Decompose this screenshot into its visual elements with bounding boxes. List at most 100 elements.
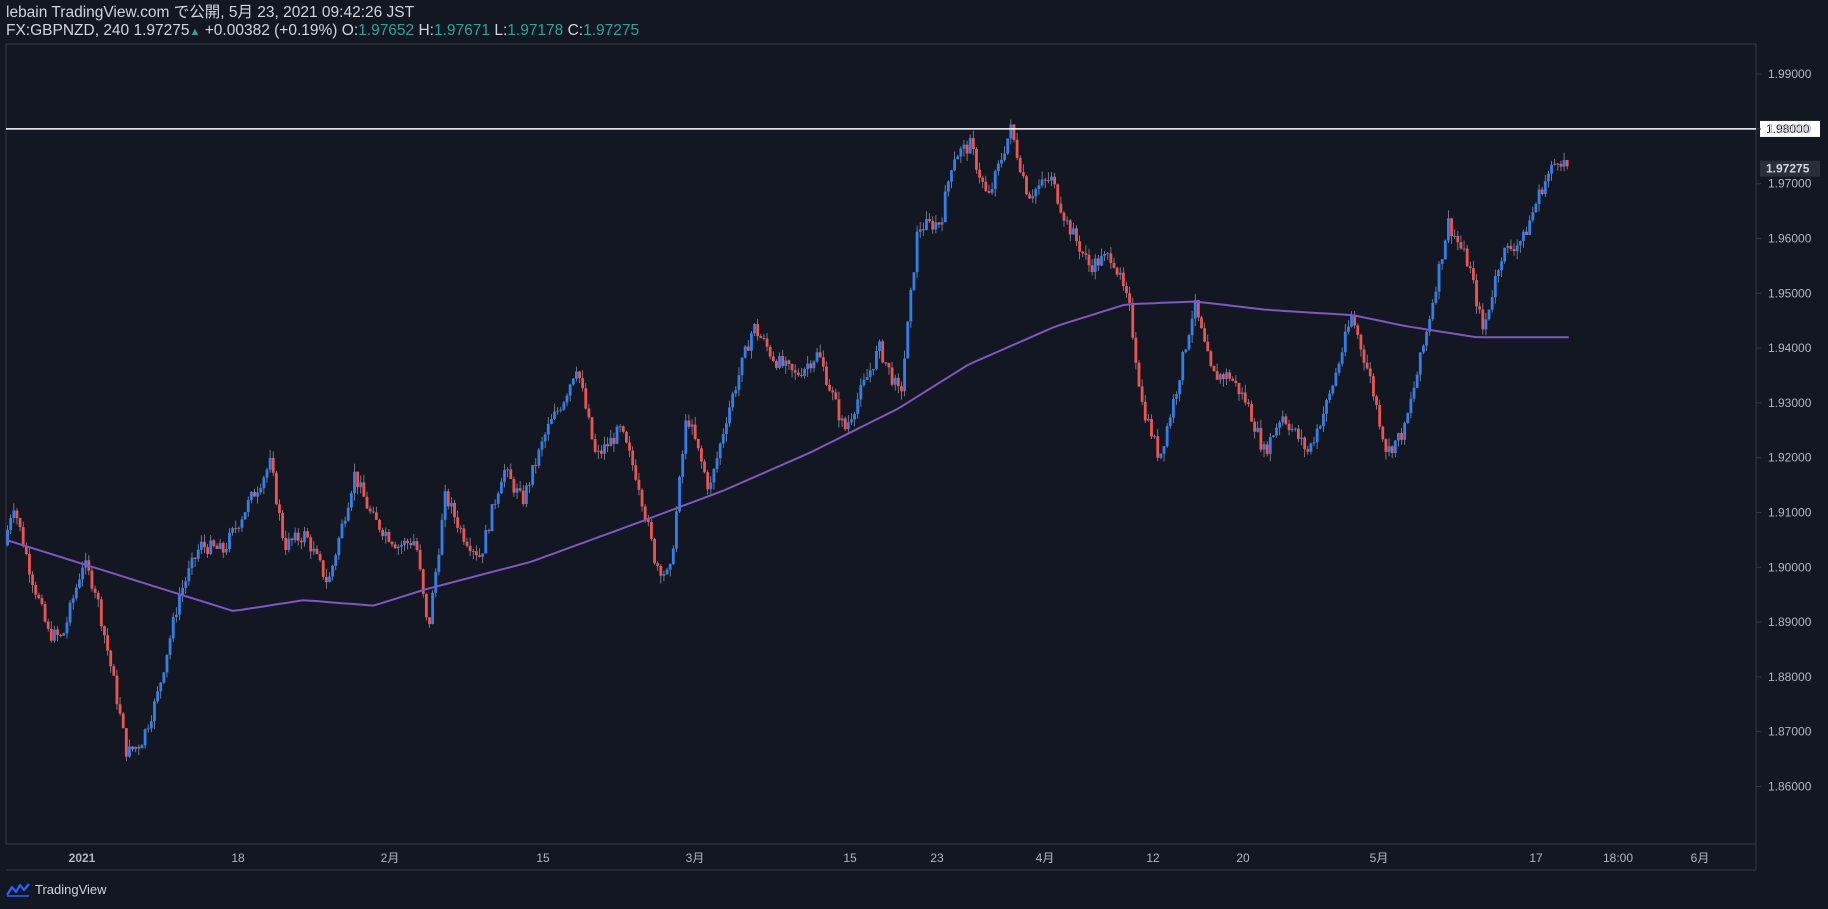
candle-body (768, 346, 772, 357)
candle-body (746, 346, 750, 351)
candle-body (471, 551, 475, 553)
price-axis[interactable]: 1.99000 1.98000 1.97000 1.96000 1.95000 1.940… (1756, 67, 1812, 793)
candle-body (299, 540, 303, 543)
candle-body (24, 546, 28, 555)
candle-body (356, 471, 360, 488)
candle-body (784, 360, 788, 366)
candle-body (346, 507, 350, 521)
candle-body (168, 638, 172, 655)
candle-body (650, 522, 653, 539)
candle-body (462, 528, 466, 542)
candle-body (1150, 418, 1153, 437)
candle-body (993, 171, 997, 189)
candle-body (424, 593, 428, 618)
candle-body (246, 500, 250, 513)
candle-body (618, 426, 622, 428)
candle-body (1362, 349, 1366, 363)
candle-body (1512, 249, 1516, 252)
candle-body (1071, 228, 1075, 235)
candle-body (1037, 185, 1041, 189)
candle-body (912, 272, 916, 290)
candle-body (9, 517, 13, 530)
candle-body (546, 423, 550, 435)
candle-body (268, 457, 272, 470)
last-price-label: 1.97275 (1766, 162, 1810, 176)
horizontal-line-group[interactable]: 1.98000 1.97275 (6, 120, 1820, 177)
candle-body (1137, 362, 1141, 387)
candle-body (1456, 235, 1460, 243)
candle-body (884, 362, 888, 364)
tradingview-brand[interactable]: TradingView (6, 882, 107, 897)
candle-body (1106, 253, 1110, 255)
candle-body (1487, 309, 1491, 320)
candle-body (1281, 416, 1285, 423)
candle-body (1328, 393, 1332, 401)
candle-body (478, 555, 481, 557)
candle-body (1015, 139, 1019, 158)
candle-body (1522, 231, 1525, 242)
candle-body (1447, 218, 1450, 241)
candle-body (953, 159, 956, 171)
candle-body (262, 477, 266, 489)
candle-body (1403, 422, 1407, 440)
candle-body (568, 384, 572, 396)
candle-body (731, 393, 735, 408)
candle-body (950, 170, 953, 182)
candle-body (521, 490, 525, 505)
candle-body (1547, 173, 1550, 182)
candle-body (1443, 240, 1447, 260)
candle-body (1212, 366, 1216, 372)
candle-body (668, 564, 672, 570)
candle-body (850, 419, 853, 423)
candle-body (1478, 306, 1482, 310)
time-axis[interactable]: 2021 18 2月 15 3月 15 23 4月 12 20 5月 17 18:00 6月 (69, 851, 1710, 865)
candle-body (143, 729, 147, 746)
candle-body (368, 508, 372, 512)
candle-body (574, 371, 578, 379)
candle-body (1525, 231, 1528, 235)
candle-body (256, 492, 260, 497)
candle-body (112, 666, 116, 676)
candle-body (1462, 248, 1466, 250)
candle-body (571, 378, 575, 385)
candle-body (1143, 401, 1147, 421)
candle-body (524, 485, 528, 505)
candle-body (1262, 444, 1266, 450)
candle-body (1218, 374, 1222, 380)
candle-body (1265, 444, 1269, 454)
candle-body (534, 464, 538, 466)
time-tick-label: 15 (843, 851, 857, 865)
candle-body (156, 691, 159, 702)
candle-body (103, 626, 106, 636)
candle-body (1318, 426, 1322, 429)
candle-body (743, 346, 747, 358)
candle-body (334, 555, 338, 566)
candle-body (1406, 413, 1410, 423)
candle-body (1400, 433, 1403, 440)
candle-body (1221, 374, 1225, 380)
candle-body (893, 377, 897, 385)
candle-body (290, 538, 294, 541)
candle-body (1228, 372, 1232, 379)
price-tick-label: 1.95000 (1768, 286, 1812, 300)
candle-body (806, 363, 810, 370)
candle-body (259, 488, 263, 493)
candle-body (1243, 392, 1247, 403)
candle-body (900, 386, 903, 392)
time-tick-label: 6月 (1691, 851, 1710, 865)
candle-body (600, 450, 603, 454)
candle-body (962, 144, 966, 149)
candle-body (693, 424, 697, 439)
candle-body (996, 163, 1000, 172)
candle-body (1440, 259, 1444, 264)
candle-body (543, 434, 547, 442)
candle-body (278, 504, 281, 513)
candle-body (1096, 258, 1100, 266)
candle-body (556, 410, 560, 412)
candle-body (221, 543, 225, 553)
candle-body (696, 438, 700, 449)
candle-body (737, 375, 741, 391)
last-price: 1.97275 (133, 22, 190, 39)
candle-body (1056, 184, 1060, 204)
